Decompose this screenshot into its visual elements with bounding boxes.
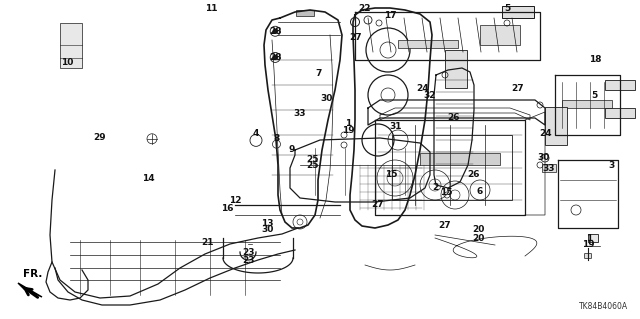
Bar [392, 135, 512, 200]
Text: 1: 1 [345, 119, 351, 128]
Text: 17: 17 [384, 11, 397, 20]
Bar [60, 23, 82, 68]
Text: 28: 28 [269, 53, 282, 62]
Text: 15: 15 [440, 189, 453, 197]
Text: 8: 8 [273, 134, 280, 143]
Text: 9: 9 [289, 145, 295, 154]
Text: 24: 24 [539, 129, 552, 138]
Text: 33: 33 [293, 109, 306, 118]
Text: 12: 12 [229, 197, 242, 205]
Text: 33: 33 [543, 164, 556, 173]
Circle shape [273, 29, 277, 33]
Bar [445, 50, 467, 88]
Text: 26: 26 [447, 113, 460, 122]
Text: 22: 22 [358, 4, 371, 13]
Bar [542, 164, 556, 172]
Bar [296, 10, 314, 16]
Text: 20: 20 [472, 234, 485, 243]
Bar [502, 6, 534, 18]
Text: 2: 2 [432, 183, 438, 192]
Text: 5: 5 [591, 91, 597, 100]
Text: 25: 25 [306, 155, 319, 164]
Text: 14: 14 [142, 174, 155, 183]
Bar [545, 107, 567, 145]
Polygon shape [18, 283, 42, 297]
Text: 21: 21 [201, 238, 214, 247]
Text: 23: 23 [242, 248, 255, 256]
Text: 29: 29 [93, 133, 106, 142]
Bar [420, 153, 500, 165]
Text: 27: 27 [438, 221, 451, 230]
Text: 10: 10 [61, 58, 74, 67]
Text: TK84B4060A: TK84B4060A [579, 302, 628, 311]
Text: 32: 32 [424, 91, 436, 100]
Bar [588, 234, 598, 242]
Text: 26: 26 [467, 170, 480, 179]
Text: 28: 28 [269, 27, 282, 36]
Text: 30: 30 [538, 153, 550, 162]
Bar [605, 108, 635, 118]
Text: 18: 18 [589, 55, 602, 63]
Text: 5: 5 [504, 4, 510, 13]
Text: 19: 19 [342, 126, 355, 135]
Text: 27: 27 [349, 33, 362, 42]
Text: 19: 19 [582, 241, 595, 249]
Bar [562, 100, 612, 108]
Text: 25: 25 [306, 161, 319, 170]
Bar [398, 40, 458, 48]
Text: 16: 16 [221, 204, 234, 213]
Text: 6: 6 [477, 187, 483, 196]
Text: 11: 11 [205, 4, 218, 13]
Text: 15: 15 [385, 170, 398, 179]
Text: 27: 27 [371, 200, 384, 209]
Text: 1: 1 [586, 234, 592, 243]
Bar [605, 80, 635, 90]
Text: 27: 27 [511, 84, 524, 93]
Text: 7: 7 [316, 69, 322, 78]
Text: 3: 3 [608, 161, 614, 170]
Text: 30: 30 [320, 94, 333, 103]
Text: 24: 24 [416, 84, 429, 93]
Text: 31: 31 [389, 122, 402, 131]
Text: 23: 23 [242, 256, 255, 265]
Circle shape [273, 56, 277, 59]
FancyBboxPatch shape [584, 254, 591, 258]
Text: 20: 20 [472, 225, 485, 234]
Text: FR.: FR. [23, 269, 43, 279]
Text: 4: 4 [253, 130, 259, 138]
Bar [480, 25, 520, 45]
Text: 30: 30 [261, 225, 274, 234]
Text: 13: 13 [261, 219, 274, 228]
